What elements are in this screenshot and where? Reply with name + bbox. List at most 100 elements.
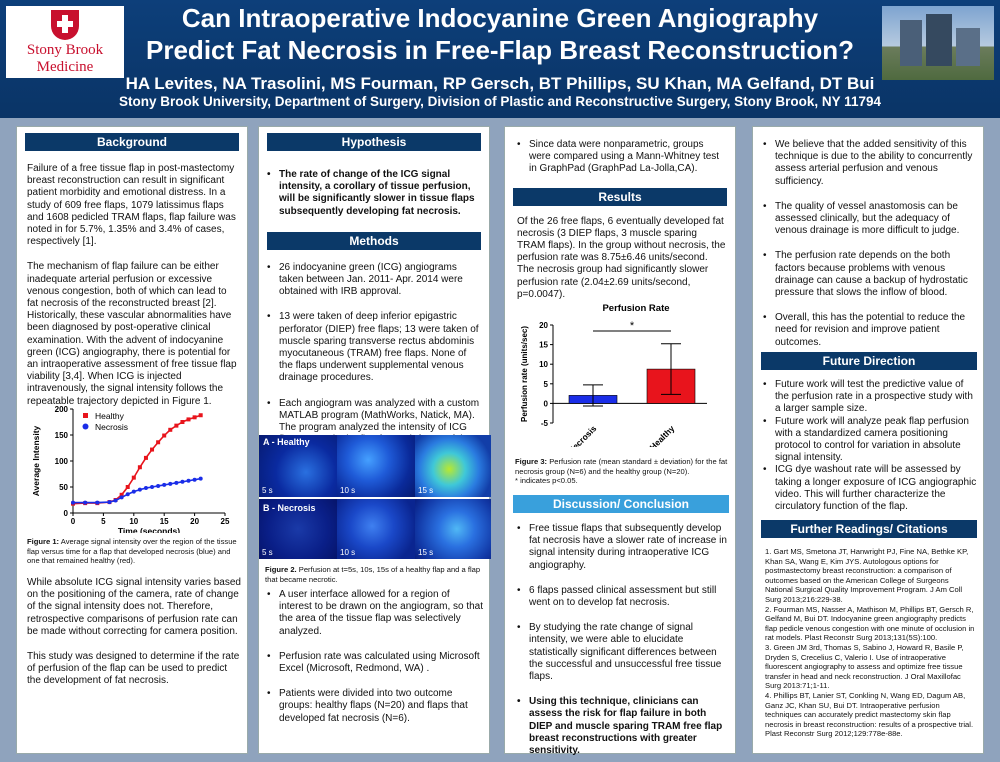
angiogram-frame: 5 s — [259, 499, 337, 559]
data-point — [113, 498, 118, 503]
angiogram-frame: 15 s — [415, 435, 491, 497]
readings-heading: Further Readings/ Citations — [761, 520, 977, 538]
data-point — [156, 440, 161, 445]
title-line2: Predict Fat Necrosis in Free-Flap Breast… — [146, 35, 854, 65]
future-item: Future work will test the predictive val… — [759, 379, 979, 416]
data-point — [131, 475, 136, 480]
results-heading: Results — [513, 187, 727, 206]
citation: 1. Gart MS, Smetona JT, Hanwright PJ, Fi… — [765, 547, 969, 604]
significance-label: * — [630, 320, 635, 332]
data-point — [162, 433, 167, 438]
discussion-item: Free tissue flaps that subsequently deve… — [513, 523, 729, 572]
data-point — [192, 415, 197, 420]
methods-heading: Methods — [267, 231, 481, 250]
data-point — [83, 500, 88, 505]
methods-item: A user interface allowed for a region of… — [263, 589, 485, 638]
angiogram-frame: 15 s — [415, 499, 491, 559]
y-tick-label: 200 — [55, 405, 69, 414]
data-point — [180, 479, 185, 484]
methods-item: Patients were divided into two outcome g… — [263, 688, 485, 725]
y-tick-label: 10 — [539, 360, 548, 369]
data-point — [168, 481, 173, 486]
data-point — [150, 485, 155, 489]
data-point — [107, 500, 112, 505]
data-point — [71, 500, 75, 505]
y-tick-label: 150 — [55, 431, 69, 440]
logo-line1: Stony Brook — [26, 42, 104, 58]
data-point — [119, 495, 124, 500]
legend-marker — [82, 423, 89, 430]
angiogram-frame: 10 s — [337, 499, 415, 559]
fig2-angiogram-frames: 5 s 10 s 15 s A - Healthy 5 s 10 s 15 s … — [259, 435, 491, 565]
discussion-item: By studying the rate change of signal in… — [513, 622, 729, 683]
x-tick-label: 5 — [101, 517, 106, 526]
y-tick-label: -5 — [541, 419, 549, 428]
category-label: Healthy — [648, 423, 677, 447]
discussion-heading: Discussion/ Conclusion — [513, 495, 729, 513]
background-p1: Failure of a free tissue flap in post-ma… — [27, 163, 236, 248]
citation: 2. Fourman MS, Nasser A, Mathison M, Phi… — [765, 604, 975, 643]
fig3-perfusion-chart: Perfusion Rate -5 0 5 10 15 20 Perfusion rate (… — [520, 303, 707, 447]
background-panel: Background Failure of a free tissue flap… — [16, 126, 248, 754]
x-tick-label: 10 — [129, 517, 138, 526]
background-p3: While absolute ICG signal intensity vari… — [27, 577, 241, 637]
category-label: Necrosis — [566, 423, 599, 447]
citation: 3. Green JM 3rd, Thomas S, Sabino J, How… — [765, 642, 964, 691]
discussion-item: 6 flaps passed clinical assessment but s… — [513, 585, 729, 609]
x-tick-label: 15 — [160, 517, 169, 526]
x-tick-label: 25 — [221, 517, 230, 526]
conclusion-item: Overall, this has the potential to reduc… — [759, 312, 975, 349]
chart-title: Perfusion Rate — [602, 303, 669, 314]
affiliation: Stony Brook University, Department of Su… — [119, 94, 881, 109]
data-point — [186, 417, 191, 422]
citation: 4. Phillips BT, Lanier ST, Conkling N, W… — [765, 690, 974, 739]
future-heading: Future Direction — [761, 352, 977, 370]
x-tick-label: 0 — [71, 517, 76, 526]
data-point — [119, 492, 124, 497]
conclusion-item: The perfusion rate depends on the both f… — [759, 250, 975, 299]
data-point — [192, 477, 197, 482]
data-point — [95, 500, 100, 505]
data-point — [174, 423, 179, 428]
data-point — [198, 413, 203, 418]
methods-item: 26 indocyanine green (ICG) angiograms ta… — [263, 262, 481, 299]
angiogram-frame: 10 s — [337, 435, 415, 497]
stats-item: Since data were nonparametric, groups we… — [513, 139, 727, 176]
data-point — [174, 480, 179, 485]
fig3-caption: Figure 3: Perfusion rate (mean standard … — [515, 457, 728, 485]
results-discussion-panel: Since data were nonparametric, groups we… — [504, 126, 736, 756]
legend-label: Necrosis — [95, 422, 128, 432]
hypothesis-text: The rate of change of the ICG signal int… — [263, 169, 481, 218]
poster-header: Stony Brook Medicine Can Intraoperative … — [0, 0, 1000, 118]
data-point — [162, 482, 167, 487]
data-point — [186, 478, 191, 483]
methods-item: 13 were taken of deep inferior epigastri… — [263, 311, 481, 384]
background-p4: This study was designed to determine if … — [27, 651, 240, 687]
x-tick-label: 20 — [190, 517, 199, 526]
background-heading: Background — [25, 133, 239, 151]
conclusion-item: The quality of vessel anastomosis can be… — [759, 201, 975, 238]
y-tick-label: 15 — [539, 341, 548, 350]
hospital-building-image — [882, 6, 994, 80]
x-axis-label: Time (seconds) — [118, 526, 180, 533]
fig2-label-healthy: A - Healthy — [263, 437, 310, 447]
data-point — [150, 447, 155, 452]
hypothesis-heading: Hypothesis — [267, 133, 481, 151]
fig2-label-necrosis: B - Necrosis — [263, 503, 316, 513]
future-citations-panel: We believe that the added sensitivity of… — [752, 126, 984, 754]
y-tick-label: 20 — [539, 321, 548, 330]
data-point — [156, 483, 161, 488]
hypothesis-methods-panel: Hypothesis The rate of change of the ICG… — [258, 126, 491, 754]
fig1-caption: Figure 1: Average signal intensity over … — [27, 537, 237, 565]
y-tick-label: 5 — [544, 380, 549, 389]
data-point — [168, 427, 173, 432]
future-item: ICG dye washout rate will be assessed by… — [759, 464, 979, 513]
data-point — [180, 420, 185, 424]
angiogram-frame: 5 s — [259, 435, 337, 497]
data-point — [137, 465, 142, 470]
y-axis-label: Average Intensity — [31, 425, 41, 496]
stony-brook-logo: Stony Brook Medicine — [6, 6, 124, 78]
data-point — [143, 486, 148, 491]
y-tick-label: 0 — [64, 509, 69, 518]
authors: HA Levites, NA Trasolini, MS Fourman, RP… — [125, 74, 875, 93]
